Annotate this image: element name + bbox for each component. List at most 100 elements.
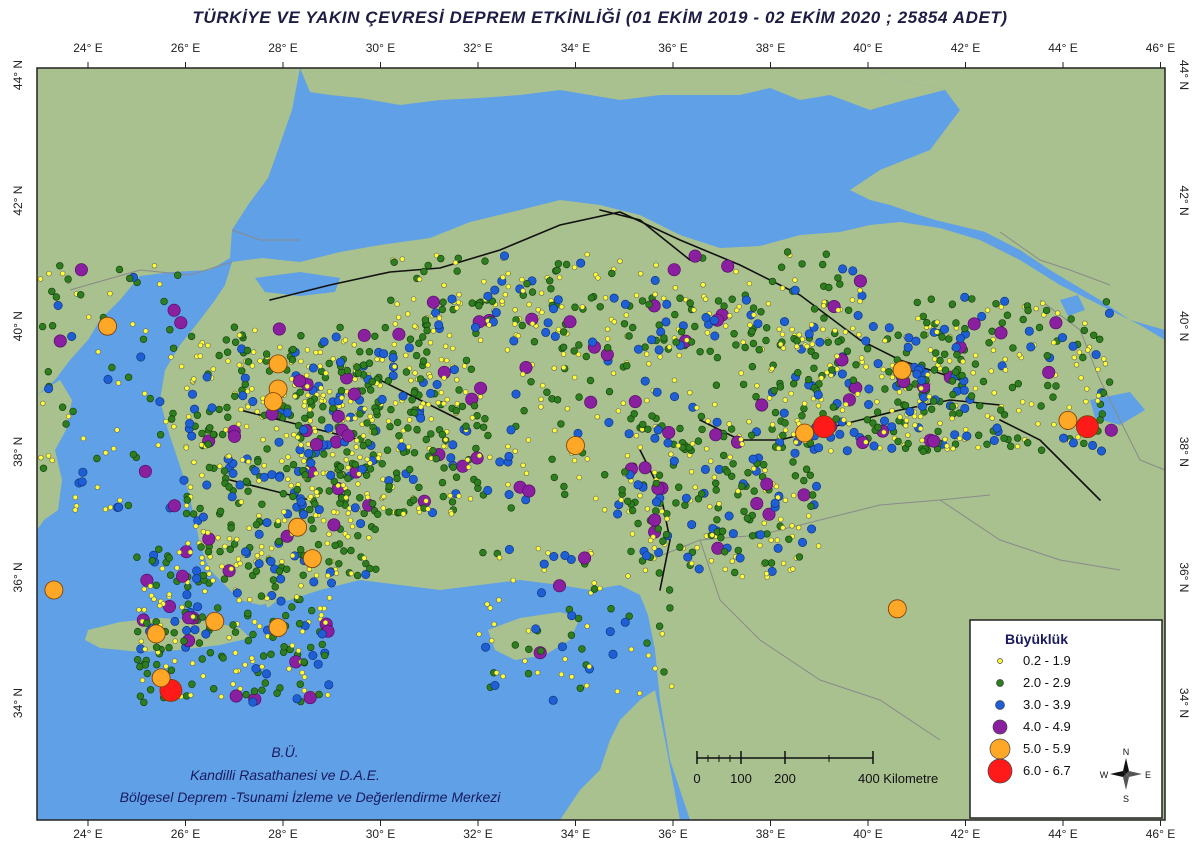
earthquake-point bbox=[449, 365, 459, 375]
earthquake-point bbox=[520, 288, 526, 294]
earthquake-point bbox=[721, 259, 735, 273]
earthquake-point bbox=[372, 407, 381, 416]
earthquake-point bbox=[853, 310, 863, 320]
earthquake-point bbox=[429, 447, 437, 455]
earthquake-point bbox=[318, 416, 326, 424]
earthquake-point bbox=[726, 313, 733, 319]
earthquake-point bbox=[233, 668, 239, 674]
earthquake-point bbox=[224, 413, 232, 421]
earthquake-point bbox=[617, 258, 623, 264]
earthquake-point bbox=[408, 377, 414, 384]
earthquake-point bbox=[676, 294, 684, 302]
earthquake-point bbox=[638, 297, 647, 305]
earthquake-point bbox=[552, 579, 566, 593]
earthquake-point bbox=[279, 458, 285, 464]
earthquake-point bbox=[227, 524, 235, 532]
earthquake-point bbox=[225, 483, 233, 491]
earthquake-point bbox=[141, 661, 150, 669]
earthquake-point bbox=[176, 569, 190, 583]
earthquake-point bbox=[188, 680, 196, 688]
earthquake-point bbox=[1085, 347, 1091, 353]
earthquake-point bbox=[283, 565, 291, 573]
earthquake-point bbox=[192, 574, 202, 584]
earthquake-point bbox=[319, 337, 329, 347]
earthquake-point bbox=[467, 365, 475, 373]
earthquake-point bbox=[1033, 306, 1039, 312]
earthquake-point bbox=[634, 519, 642, 528]
earthquake-point bbox=[523, 280, 531, 288]
earthquake-point bbox=[754, 383, 760, 389]
earthquake-point bbox=[841, 417, 847, 423]
earthquake-point bbox=[306, 397, 314, 406]
earthquake-point bbox=[548, 455, 556, 463]
legend-symbol bbox=[995, 700, 1005, 710]
earthquake-point bbox=[708, 558, 715, 564]
earthquake-point bbox=[174, 271, 182, 279]
earthquake-point bbox=[548, 695, 558, 705]
earthquake-point bbox=[456, 493, 462, 499]
earthquake-point bbox=[950, 446, 956, 452]
earthquake-point bbox=[313, 512, 319, 518]
scale-label-200: 200 bbox=[774, 771, 796, 786]
earthquake-point bbox=[470, 451, 484, 465]
earthquake-point bbox=[265, 633, 271, 640]
earthquake-point bbox=[215, 405, 223, 414]
earthquake-point bbox=[955, 409, 963, 417]
earthquake-point bbox=[279, 490, 288, 498]
earthquake-point bbox=[652, 387, 662, 397]
earthquake-point bbox=[828, 366, 836, 374]
earthquake-point bbox=[936, 356, 944, 365]
earthquake-point bbox=[129, 450, 138, 459]
earthquake-point bbox=[39, 464, 48, 472]
earthquake-point bbox=[903, 417, 910, 424]
earthquake-point bbox=[880, 366, 886, 373]
earthquake-point bbox=[1084, 386, 1090, 392]
earthquake-point bbox=[362, 406, 368, 412]
earthquake-point bbox=[1042, 365, 1056, 379]
earthquake-point bbox=[168, 415, 176, 423]
earthquake-point bbox=[518, 321, 526, 330]
earthquake-point bbox=[189, 660, 196, 666]
earthquake-point bbox=[288, 603, 296, 611]
earthquake-point bbox=[171, 423, 177, 430]
earthquake-point bbox=[780, 525, 786, 531]
earthquake-point bbox=[318, 612, 325, 618]
earthquake-point bbox=[822, 250, 830, 258]
earthquake-point bbox=[849, 297, 856, 303]
earthquake-point bbox=[228, 429, 242, 443]
earthquake-point bbox=[607, 604, 615, 613]
earthquake-point bbox=[74, 263, 88, 277]
earthquake-point bbox=[299, 571, 307, 579]
earthquake-point bbox=[198, 512, 208, 522]
lon-tick-top: 42° E bbox=[951, 41, 980, 55]
earthquake-point bbox=[750, 496, 764, 510]
earthquake-point bbox=[901, 401, 910, 410]
earthquake-point bbox=[704, 330, 711, 336]
earthquake-point bbox=[757, 542, 763, 549]
lon-tick-bottom: 38° E bbox=[756, 827, 785, 841]
earthquake-point bbox=[923, 319, 931, 327]
earthquake-point bbox=[330, 356, 336, 362]
earthquake-point bbox=[271, 583, 279, 591]
earthquake-point bbox=[157, 602, 163, 609]
earthquake-point bbox=[225, 358, 231, 364]
earthquake-point bbox=[694, 564, 704, 574]
earthquake-point bbox=[143, 669, 152, 678]
earthquake-point bbox=[1026, 342, 1036, 352]
earthquake-point bbox=[354, 437, 360, 444]
earthquake-point bbox=[824, 338, 832, 346]
earthquake-point bbox=[545, 277, 554, 285]
earthquake-point bbox=[387, 405, 395, 414]
earthquake-point bbox=[768, 537, 774, 543]
earthquake-point bbox=[665, 586, 674, 594]
earthquake-point bbox=[430, 328, 437, 334]
earthquake-point bbox=[352, 376, 358, 382]
earthquake-point bbox=[782, 397, 788, 403]
earthquake-point bbox=[197, 353, 203, 359]
earthquake-point bbox=[868, 321, 878, 331]
earthquake-point bbox=[217, 463, 223, 469]
compass-s: S bbox=[1123, 794, 1129, 804]
earthquake-point bbox=[172, 658, 178, 664]
earthquake-point bbox=[651, 497, 661, 507]
earthquake-point bbox=[461, 363, 468, 369]
